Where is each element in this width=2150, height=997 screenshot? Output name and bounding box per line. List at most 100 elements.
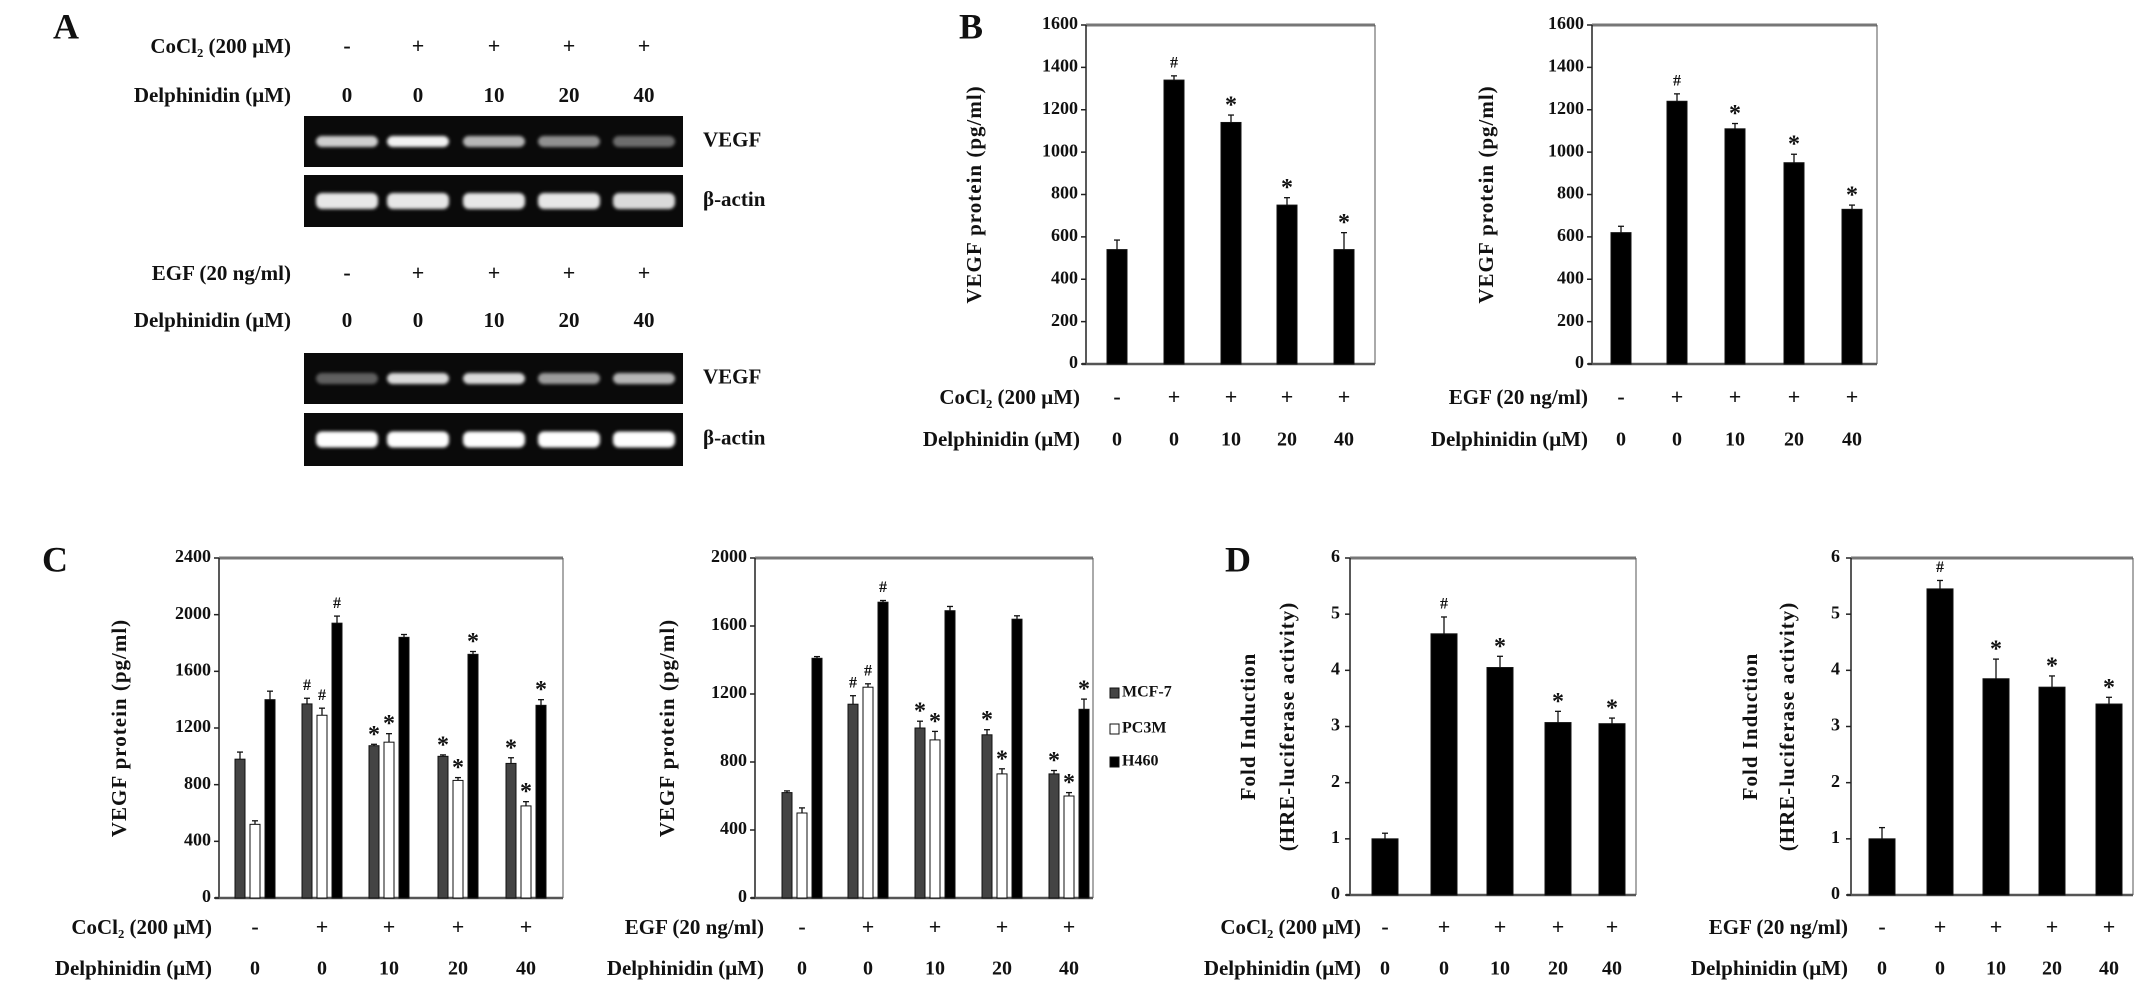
gel-band	[387, 193, 449, 209]
bar-vegf	[1220, 121, 1242, 365]
condition-label: Delphinidin (μM)	[1204, 956, 1361, 980]
y-tick-label: 800	[720, 750, 747, 770]
significance-star: *	[452, 755, 464, 781]
bar-pc3m	[383, 741, 395, 899]
bar-mcf-7	[1048, 773, 1060, 899]
condition-value: 0	[317, 958, 327, 980]
delphinidin-dose: 20	[559, 308, 580, 332]
condition-value: +	[1225, 384, 1238, 409]
significance-star: *	[467, 629, 479, 655]
bar-mcf-7	[301, 703, 313, 899]
y-axis-label: VEGF protein (pg/ml)	[962, 85, 986, 303]
bar-mcf-7	[781, 792, 793, 899]
bar-hre	[1982, 678, 2010, 896]
y-tick-label: 3	[1331, 715, 1340, 735]
condition-value: +	[520, 914, 533, 939]
y-tick-label: 0	[1575, 352, 1584, 372]
y-tick-label: 0	[1331, 883, 1340, 903]
y-tick-label: 1200	[711, 682, 747, 702]
condition-value: 10	[1725, 429, 1745, 451]
gel-image	[304, 116, 683, 167]
condition-value: +	[1729, 384, 1742, 409]
condition-label: Delphinidin (μM)	[1431, 427, 1588, 451]
bar-pc3m	[862, 686, 874, 899]
condition-value: 10	[925, 958, 945, 980]
delphinidin-dose: 0	[342, 308, 353, 332]
y-tick-label: 2	[1331, 771, 1340, 791]
treatment-sign: +	[412, 33, 425, 58]
condition-value: +	[1788, 384, 1801, 409]
significance-star: *	[1552, 689, 1564, 715]
significance-star: *	[996, 746, 1008, 772]
condition-value: +	[862, 914, 875, 939]
condition-value: +	[1846, 384, 1859, 409]
condition-value: 20	[1784, 429, 1804, 451]
condition-value: +	[1606, 914, 1619, 939]
legend-swatch	[1109, 756, 1120, 768]
condition-value: 0	[1877, 958, 1887, 980]
condition-label: CoCl₂ (200 μM)	[939, 385, 1080, 409]
y-tick-label: 5	[1331, 602, 1340, 622]
significance-star: *	[1494, 634, 1506, 660]
chart-b-1	[1587, 23, 1878, 366]
condition-value: 0	[863, 958, 873, 980]
y-tick-label: 1600	[1042, 13, 1078, 33]
significance-star: *	[981, 707, 993, 733]
y-tick-label: 1	[1831, 827, 1840, 847]
y-axis-label: VEGF protein (pg/ml)	[107, 619, 131, 837]
gel-image	[304, 175, 683, 227]
y-axis-label: (HRE-luciferase activity)	[1275, 602, 1299, 852]
significance-star: *	[1048, 748, 1060, 774]
y-tick-label: 1200	[1042, 98, 1078, 118]
bar-mcf-7	[437, 755, 449, 899]
condition-value: 40	[1602, 958, 1622, 980]
chart-d-5	[1846, 556, 2134, 897]
condition-value: +	[1168, 384, 1181, 409]
legend-label: H460	[1122, 753, 1158, 770]
y-tick-label: 0	[1069, 352, 1078, 372]
y-axis-label: VEGF protein (pg/ml)	[655, 619, 679, 837]
condition-value: 20	[2042, 958, 2062, 980]
significance-hash: #	[318, 687, 326, 704]
bar-h460	[331, 622, 343, 899]
condition-value: 40	[1842, 429, 1862, 451]
y-tick-label: 6	[1331, 546, 1340, 566]
bar-pc3m	[520, 805, 532, 899]
condition-label: EGF (20 ng/ml)	[1449, 385, 1588, 409]
y-tick-label: 1000	[1042, 140, 1078, 160]
condition-value: +	[316, 914, 329, 939]
bar-hre	[1926, 588, 1954, 896]
legend-label: PC3M	[1122, 720, 1166, 737]
condition-value: 20	[1548, 958, 1568, 980]
panel-label-b: B	[959, 6, 983, 46]
significance-star: *	[368, 722, 380, 748]
bar-vegf	[1276, 204, 1298, 365]
condition-value: -	[1113, 384, 1120, 409]
condition-value: +	[996, 914, 1009, 939]
significance-star: *	[2103, 675, 2115, 701]
bar-mcf-7	[914, 727, 926, 899]
y-tick-label: 600	[1557, 225, 1584, 245]
panel-label-d: D	[1225, 539, 1251, 579]
significance-star: *	[1225, 93, 1237, 119]
condition-value: +	[2103, 914, 2116, 939]
treatment-sign: +	[563, 33, 576, 58]
y-tick-label: 200	[1557, 310, 1584, 330]
y-tick-label: 4	[1331, 658, 1340, 678]
bar-vegf	[1666, 100, 1688, 365]
condition-value: -	[1381, 914, 1388, 939]
delphinidin-dose: 0	[342, 83, 353, 107]
y-tick-label: 400	[1051, 267, 1078, 287]
condition-value: 10	[1490, 958, 1510, 980]
condition-value: -	[1878, 914, 1885, 939]
y-tick-label: 600	[1051, 225, 1078, 245]
significance-star: *	[1063, 770, 1075, 796]
bar-hre	[2038, 686, 2066, 896]
bar-h460	[877, 601, 889, 899]
row-label-stimulus: CoCl₂ (200 μM)	[150, 34, 291, 58]
y-tick-label: 200	[1051, 310, 1078, 330]
y-tick-label: 4	[1831, 658, 1840, 678]
significance-star: *	[1338, 210, 1350, 236]
bar-h460	[1011, 618, 1023, 899]
